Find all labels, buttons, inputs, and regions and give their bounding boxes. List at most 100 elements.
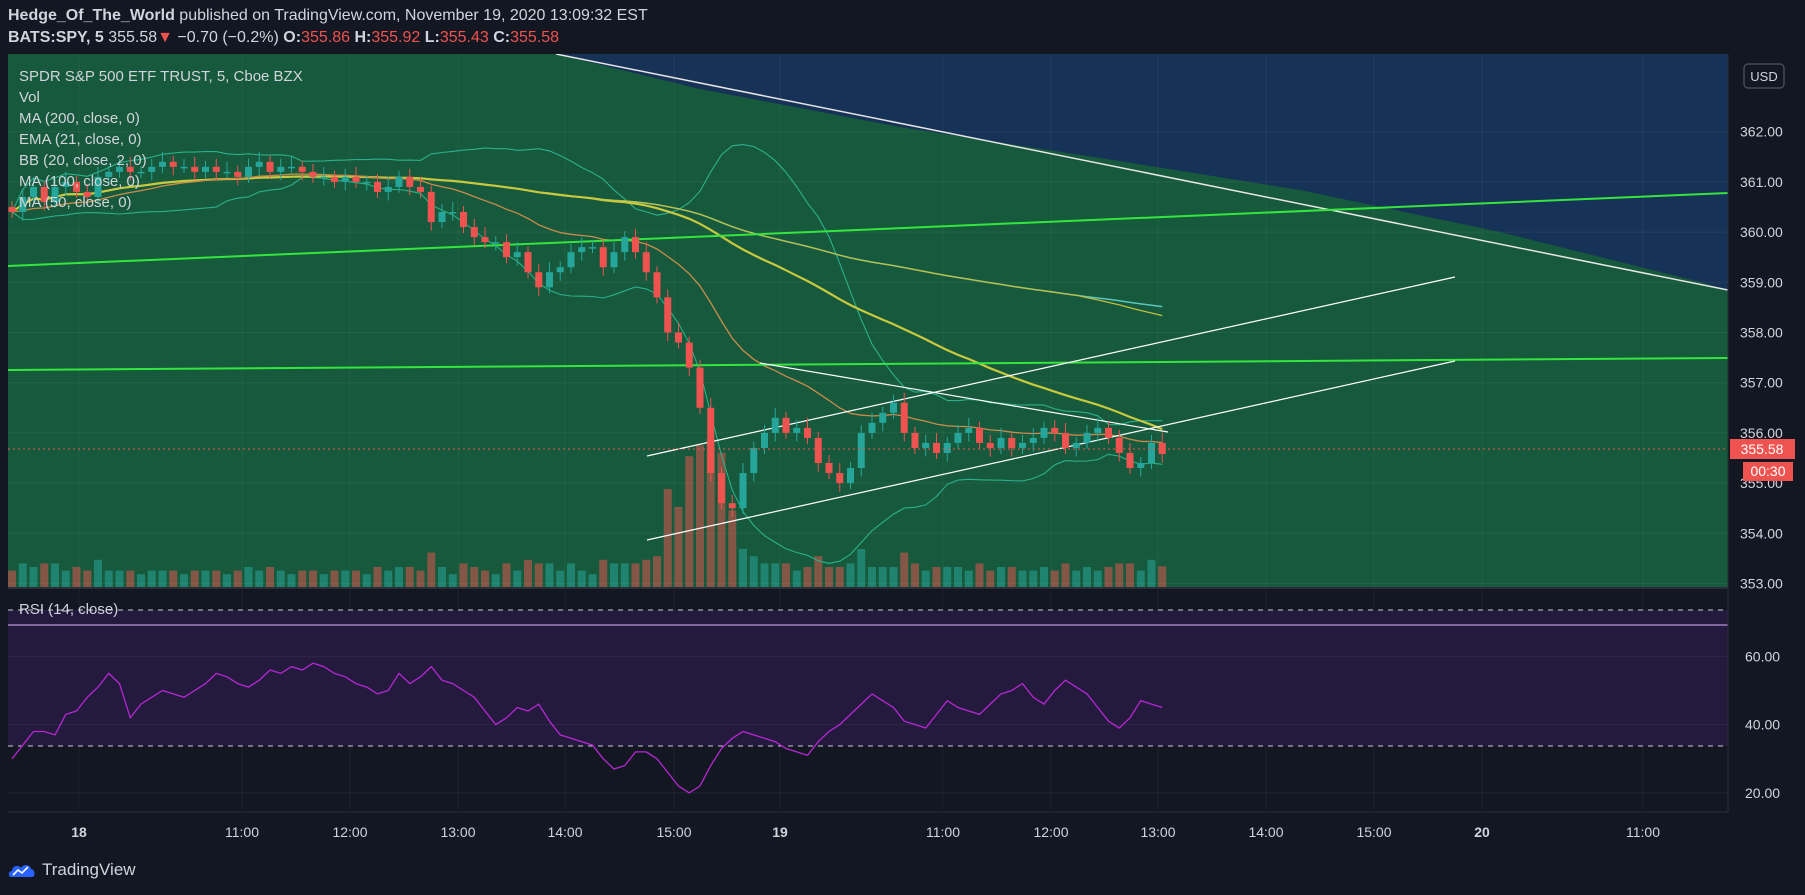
legend-item[interactable]: MA (200, close, 0) bbox=[19, 110, 140, 127]
legend-item[interactable]: EMA (21, close, 0) bbox=[19, 131, 142, 148]
close-label: C: bbox=[493, 29, 511, 46]
legend-item[interactable]: BB (20, close, 2, 0) bbox=[19, 152, 147, 169]
chart-canvas[interactable]: 362.00 361.00 360.00 359.00 358.00 357.00 356.… bbox=[0, 0, 1805, 850]
candle-body bbox=[986, 442, 994, 448]
tradingview-logo[interactable]: TradingView bbox=[8, 860, 136, 880]
volume-bar bbox=[556, 570, 565, 587]
candle-body bbox=[943, 442, 951, 453]
candle-body bbox=[567, 252, 575, 268]
rising-channel-upper[interactable] bbox=[646, 276, 1456, 457]
candle-body bbox=[954, 432, 962, 443]
candle-body bbox=[1148, 442, 1155, 464]
volume-bar bbox=[642, 559, 651, 587]
candle-body bbox=[116, 166, 123, 172]
trendlines[interactable] bbox=[8, 54, 1728, 541]
price-badge bbox=[1730, 439, 1795, 459]
descending-channel-line[interactable] bbox=[555, 54, 1728, 291]
volume-bar bbox=[470, 567, 479, 587]
volume-bar bbox=[1093, 570, 1102, 587]
volume-bar bbox=[137, 574, 145, 587]
volume-bar bbox=[513, 570, 522, 587]
ohlc-header: BATS:SPY, 5 355.58▼ −0.70 (−0.2%) O:355.… bbox=[8, 29, 559, 47]
rising-channel-lower[interactable] bbox=[646, 360, 1456, 541]
candle-body bbox=[922, 442, 930, 448]
currency-label[interactable]: USD bbox=[1750, 69, 1777, 84]
high-label: H: bbox=[354, 29, 372, 46]
volume-bar bbox=[40, 563, 49, 587]
price-axis[interactable]: 362.00 361.00 360.00 359.00 358.00 357.00 356.… bbox=[1740, 124, 1783, 592]
candle-body bbox=[1137, 463, 1145, 469]
price-badge-text: 355.58 bbox=[1741, 441, 1784, 457]
volume-bar bbox=[201, 570, 210, 587]
candle-body bbox=[782, 417, 790, 433]
volume-bar bbox=[352, 570, 360, 587]
volume-bar bbox=[416, 570, 425, 587]
candle-body bbox=[933, 442, 940, 453]
volume-bar bbox=[1061, 563, 1070, 587]
candle-body bbox=[180, 166, 188, 169]
volume-bar bbox=[330, 570, 339, 587]
volume-bar bbox=[491, 574, 500, 587]
legend-item[interactable]: Vol bbox=[19, 89, 40, 106]
candle-body bbox=[202, 166, 209, 172]
time-axis[interactable]: 18 11:00 12:00 13:00 14:00 15:00 19 11:00 12:00 1… bbox=[71, 824, 1660, 840]
candle-body bbox=[159, 161, 166, 167]
symbol-label: BATS:SPY, 5 bbox=[8, 29, 104, 46]
author-name[interactable]: Hedge_Of_The_World bbox=[8, 7, 175, 24]
last-price: 355.58 bbox=[108, 29, 158, 46]
volume-bar bbox=[298, 570, 307, 587]
price-tick: 362.00 bbox=[1740, 124, 1783, 140]
candle-body bbox=[40, 186, 48, 202]
volume-bar bbox=[233, 570, 242, 587]
candle-body bbox=[30, 186, 37, 197]
rsi-legend[interactable]: RSI (14, close) bbox=[19, 601, 118, 618]
candle-body bbox=[1051, 427, 1059, 433]
volume-bar bbox=[1147, 559, 1156, 587]
rsi-axis[interactable]: 60.00 40.00 20.00 bbox=[1745, 648, 1780, 801]
close-value: 355.58 bbox=[510, 29, 560, 46]
currency-button[interactable] bbox=[1743, 63, 1785, 89]
candle-body bbox=[965, 427, 973, 433]
volume-bar bbox=[8, 570, 16, 587]
candle-body bbox=[793, 427, 801, 433]
volume-bar bbox=[104, 570, 113, 587]
candle-body bbox=[513, 252, 521, 258]
rsi-grid bbox=[8, 655, 1728, 794]
volume-bar bbox=[255, 570, 264, 587]
legend-item[interactable]: MA (100, close, 0) bbox=[19, 173, 140, 190]
candle-body bbox=[255, 161, 263, 167]
candle-body bbox=[976, 427, 983, 443]
volume-bar bbox=[943, 567, 952, 587]
volume-bar bbox=[803, 567, 812, 587]
time-tick: 11:00 bbox=[1626, 824, 1660, 840]
price-tick: 361.00 bbox=[1740, 174, 1783, 190]
cloud-logo-icon bbox=[8, 865, 35, 877]
time-tick: 20 bbox=[1474, 824, 1490, 840]
candle-body bbox=[890, 402, 897, 413]
volume-bar bbox=[814, 556, 823, 587]
candle-body bbox=[879, 412, 887, 423]
candle-body bbox=[814, 437, 822, 464]
pennant-upper[interactable] bbox=[759, 362, 1169, 433]
volume-bar bbox=[1136, 570, 1145, 587]
legend-item[interactable]: MA (50, close, 0) bbox=[19, 194, 132, 211]
green-trendline-upper[interactable] bbox=[8, 192, 1728, 267]
chart-legend: SPDR S&P 500 ETF TRUST, 5, Cboe BZX Vol … bbox=[19, 68, 303, 618]
volume-bar bbox=[932, 567, 941, 587]
price-tick: 360.00 bbox=[1740, 224, 1783, 240]
candle-body bbox=[728, 503, 736, 509]
candle-body bbox=[148, 166, 156, 172]
candle-body bbox=[524, 252, 532, 273]
candle-body bbox=[1115, 437, 1123, 453]
volume-bar bbox=[524, 559, 532, 587]
volume-bar bbox=[739, 549, 747, 587]
green-trendline-lower[interactable] bbox=[8, 357, 1728, 371]
volume-bar bbox=[900, 552, 909, 587]
volume-bar bbox=[438, 567, 446, 587]
rsi-tick: 60.00 bbox=[1745, 648, 1780, 664]
rsi-tick: 40.00 bbox=[1745, 717, 1780, 733]
candlesticks bbox=[8, 151, 1166, 517]
time-tick: 11:00 bbox=[225, 824, 259, 840]
candle-body bbox=[847, 468, 854, 484]
volume-bar bbox=[287, 574, 296, 587]
